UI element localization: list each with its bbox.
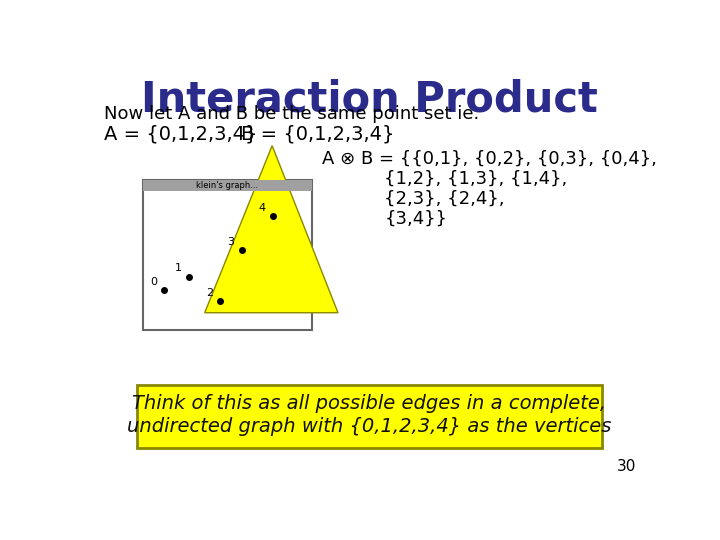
- Text: klein's graph...: klein's graph...: [196, 181, 258, 190]
- FancyBboxPatch shape: [137, 385, 601, 448]
- Text: Interaction Product: Interaction Product: [140, 79, 598, 120]
- Bar: [143, 180, 312, 191]
- Text: 4: 4: [258, 204, 266, 213]
- Text: 1: 1: [175, 264, 182, 273]
- Text: 3: 3: [228, 237, 235, 247]
- Text: {2,3}, {2,4},: {2,3}, {2,4},: [384, 190, 505, 207]
- Text: {3,4}}: {3,4}}: [384, 210, 448, 227]
- Text: {1,2}, {1,3}, {1,4},: {1,2}, {1,3}, {1,4},: [384, 170, 568, 187]
- Bar: [143, 180, 312, 330]
- Text: Think of this as all possible edges in a complete,: Think of this as all possible edges in a…: [132, 394, 606, 413]
- Text: 30: 30: [617, 460, 636, 475]
- Text: 0: 0: [150, 278, 157, 287]
- Text: A = {0,1,2,3,4}: A = {0,1,2,3,4}: [104, 125, 258, 144]
- Polygon shape: [204, 146, 338, 313]
- Text: B = {0,1,2,3,4}: B = {0,1,2,3,4}: [241, 125, 395, 144]
- Text: Now let A and B be the same point set ie.: Now let A and B be the same point set ie…: [104, 105, 480, 123]
- Text: A ⊗ B = {{0,1}, {0,2}, {0,3}, {0,4},: A ⊗ B = {{0,1}, {0,2}, {0,3}, {0,4},: [323, 150, 657, 167]
- Text: undirected graph with {0,1,2,3,4} as the vertices: undirected graph with {0,1,2,3,4} as the…: [127, 417, 611, 436]
- Text: 2: 2: [206, 288, 213, 298]
